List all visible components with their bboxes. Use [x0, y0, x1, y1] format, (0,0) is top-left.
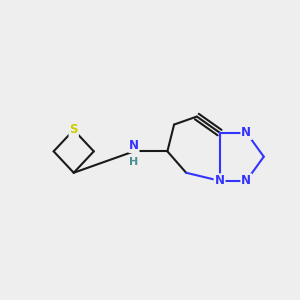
Text: S: S: [70, 123, 78, 136]
Text: N: N: [242, 126, 251, 139]
Text: N: N: [129, 140, 139, 152]
Text: N: N: [214, 174, 225, 187]
Text: H: H: [129, 157, 139, 167]
Text: N: N: [242, 174, 251, 187]
